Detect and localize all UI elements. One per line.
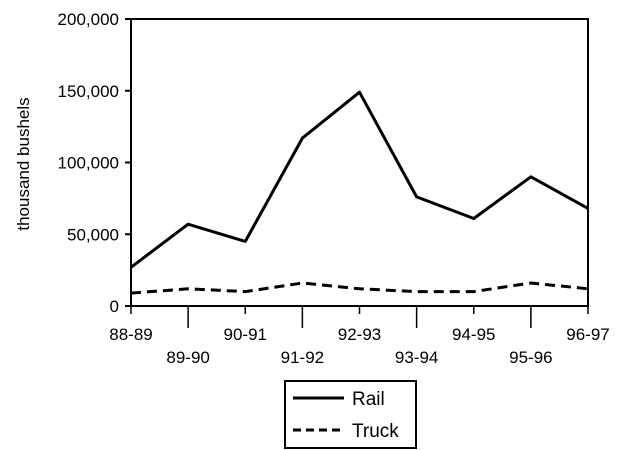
x-tick-label: 96-97	[566, 325, 609, 344]
x-tick-label: 95-96	[509, 348, 552, 367]
series-line-rail	[130, 90, 589, 269]
y-tick-label: 100,000	[58, 154, 119, 173]
y-tick-label: 150,000	[58, 82, 119, 101]
y-axis-title: thousand bushels	[14, 97, 33, 230]
legend-box	[284, 380, 417, 449]
y-tick-label: 0	[110, 297, 119, 316]
y-axis: 0 50,000 100,000 150,000 200,000	[58, 10, 131, 316]
plot-frame	[130, 18, 589, 307]
x-tick-label: 88-89	[109, 325, 152, 344]
legend: Rail Truck	[284, 380, 417, 449]
x-tick-label: 89-90	[166, 348, 209, 367]
x-tick-label: 91-92	[281, 348, 324, 367]
series-line-truck	[130, 281, 589, 295]
x-tick-label: 90-91	[224, 325, 267, 344]
x-tick-label: 94-95	[452, 325, 495, 344]
x-tick-label: 92-93	[338, 325, 381, 344]
y-tick-label: 200,000	[58, 10, 119, 29]
legend-label-rail: Rail	[352, 389, 385, 410]
x-tick-label: 93-94	[395, 348, 438, 367]
plot-border	[130, 18, 589, 307]
legend-label-truck: Truck	[352, 421, 399, 442]
series-lines	[130, 90, 589, 295]
y-tick-label: 50,000	[67, 225, 119, 244]
x-axis: 88-89 89-90 90-91 91-92 92-93 93-94 94-95 95-96…	[109, 306, 610, 367]
